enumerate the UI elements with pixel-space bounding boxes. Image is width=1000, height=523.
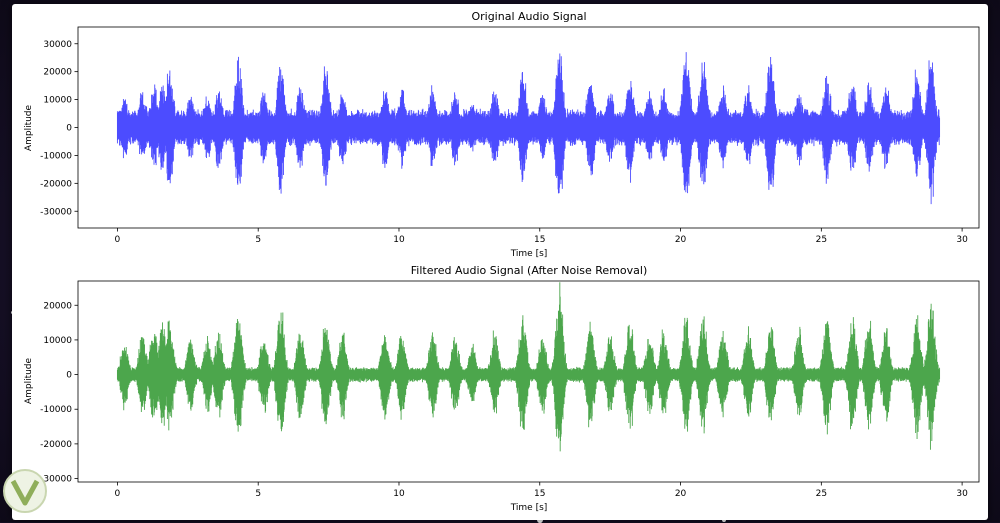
x-tick-label: 10 [393, 489, 405, 499]
y-axis-ticks: -30000 -20000 -10000 0 10000 20000 [40, 301, 78, 485]
x-tick-label: 5 [255, 235, 261, 245]
y-tick-label: -20000 [40, 179, 72, 189]
waveform-line [116, 52, 941, 205]
y-tick-label: 20000 [43, 68, 72, 78]
y-tick-label: 30000 [43, 40, 72, 50]
chart-title: Original Audio Signal [471, 10, 586, 23]
x-axis-ticks: 0 5 10 15 20 25 30 [115, 482, 968, 499]
x-tick-label: 25 [816, 489, 827, 499]
y-tick-label: 0 [66, 371, 72, 381]
watermark-logo-icon [3, 469, 47, 513]
y-tick-label: -10000 [40, 151, 72, 161]
original-signal-plot: Original Audio Signal 0 5 10 15 20 25 30 -3000… [24, 10, 980, 259]
x-tick-label: 5 [255, 489, 261, 499]
waveform-group [116, 52, 941, 205]
y-axis-ticks: -30000 -20000 -10000 0 10000 20000 30000 [40, 40, 78, 217]
x-axis-ticks: 0 5 10 15 20 25 30 [115, 228, 968, 245]
x-tick-label: 25 [816, 235, 827, 245]
waveform-group [116, 282, 941, 452]
x-axis-label: Time [s] [510, 503, 548, 513]
x-tick-label: 15 [534, 489, 545, 499]
y-tick-label: -30000 [40, 207, 72, 217]
y-tick-label: 20000 [43, 301, 72, 311]
x-tick-label: 30 [956, 489, 968, 499]
background-star [537, 517, 543, 523]
filtered-signal-plot: Filtered Audio Signal (After Noise Remov… [24, 264, 980, 513]
chart-svg: Original Audio Signal 0 5 10 15 20 25 30 -3000… [24, 10, 980, 513]
figure-canvas: Original Audio Signal 0 5 10 15 20 25 30 -3000… [12, 4, 988, 520]
y-tick-label: -20000 [40, 440, 72, 450]
x-tick-label: 0 [115, 235, 121, 245]
x-tick-label: 20 [675, 489, 687, 499]
x-tick-label: 15 [534, 235, 545, 245]
waveform-line [116, 282, 941, 452]
x-axis-label: Time [s] [510, 249, 548, 259]
x-tick-label: 30 [956, 235, 968, 245]
y-tick-label: 10000 [43, 96, 72, 106]
y-axis-label: Amplitude [24, 357, 34, 404]
x-tick-label: 10 [393, 235, 405, 245]
y-tick-label: 0 [66, 124, 72, 134]
chart-title: Filtered Audio Signal (After Noise Remov… [411, 264, 647, 277]
y-axis-label: Amplitude [24, 104, 34, 151]
x-tick-label: 20 [675, 235, 687, 245]
y-tick-label: -10000 [40, 405, 72, 415]
y-tick-label: 10000 [43, 336, 72, 346]
y-tick-label: -30000 [40, 475, 72, 485]
background-star [722, 518, 726, 522]
x-tick-label: 0 [115, 489, 121, 499]
